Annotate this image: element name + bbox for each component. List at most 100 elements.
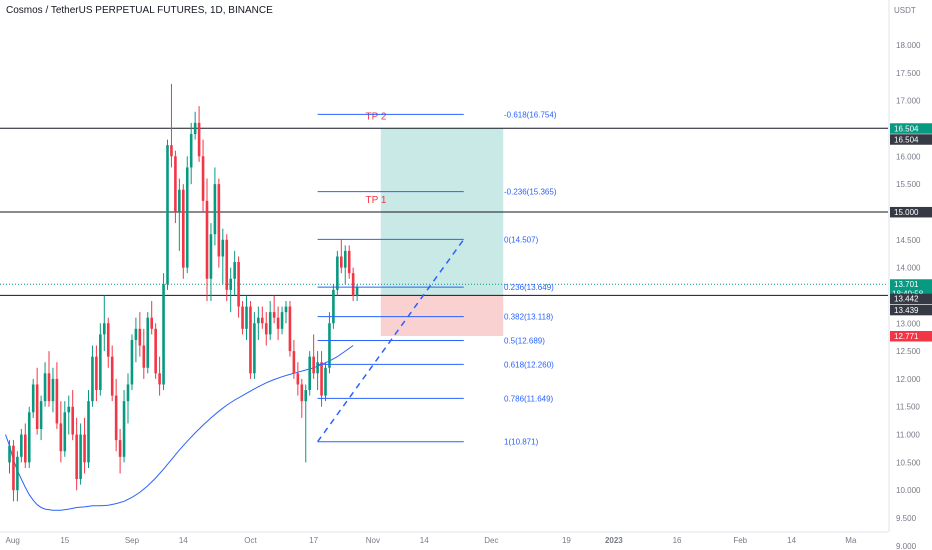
candle-body [170,145,173,157]
candle-body [146,317,150,368]
candle [351,267,355,301]
price-tick-label: 17.500 [896,69,921,78]
candle-body [20,434,23,457]
candle-body [16,456,19,491]
candle [162,273,165,391]
candle-body [189,134,193,168]
candle-body [130,339,134,385]
price-tag: 12.771 [890,330,932,342]
candle [130,334,134,391]
candle [106,317,110,368]
tp-label: TP 2 [366,111,387,122]
fib-level-label: -0.618(16.754) [504,110,557,119]
price-tag: 16.504 [890,134,932,145]
candle [20,428,23,463]
fib-level-label: 1(10.871) [504,438,539,447]
candle-body [27,412,31,463]
candle-body [261,317,264,324]
candle [197,106,201,162]
candle [158,356,161,396]
candle-body [39,401,43,429]
candle [87,390,90,468]
fib-level-label: 0.382(13.118) [504,313,554,322]
price-tick-label: 16.000 [896,152,921,161]
time-tick-label: Sep [125,536,140,545]
candle-body [71,406,74,435]
price-tick-label: 18.000 [896,41,921,50]
candle-body [87,401,90,463]
plot-area: TP 2 TP 1 -0.618(16.754) -0.236(15.365) 0(14… [0,83,888,511]
candle [292,339,296,379]
candle-body [99,334,102,391]
candle [308,351,311,396]
tp-label: TP 1 [366,195,387,206]
candle-body [79,434,82,480]
candle [257,306,260,340]
candle-body [110,356,114,396]
candle [276,306,280,340]
candle-body [264,323,268,335]
candle [182,184,185,279]
candle-body [288,306,292,352]
candle [336,250,339,296]
candle-body [75,434,78,480]
candle-body [229,278,232,290]
candle-body [347,250,351,274]
time-tick-label: 17 [309,536,318,545]
candle-body [24,434,27,463]
price-tag: 16.504 [890,123,932,134]
candle [47,351,51,407]
moving-average-line [5,345,354,511]
candle [55,362,59,429]
price-tag-bg [890,134,932,145]
candle [178,178,181,251]
candle-body [201,156,205,201]
price-tick-label: 14.000 [896,264,921,273]
candle-body [51,378,55,402]
candle [320,351,323,407]
candle-body [241,306,244,329]
candle-body [245,306,248,329]
price-tick-label: 13.000 [896,319,921,328]
time-tick-label: 15 [60,536,69,545]
candle [27,406,31,468]
candle [272,295,276,324]
candle-body [142,345,146,368]
candle-body [174,156,177,212]
price-tag-bg [890,304,932,316]
fib-level-label: 0.618(12.260) [504,360,554,369]
candle-body [63,412,67,452]
price-tick-label: 14.500 [896,236,921,245]
candle [91,345,94,407]
candle-body [154,328,157,374]
candle [51,367,55,413]
candle-body [162,284,165,385]
price-tick-label: 9.000 [896,542,917,550]
candle [205,178,209,301]
price-tag-label: 13.439 [894,306,919,315]
candle-body [304,390,308,402]
candle [118,428,122,474]
time-tick-label: Ma [845,536,857,545]
price-tag-label: 12.771 [894,332,919,341]
candle [31,378,35,418]
candle-body [12,445,15,491]
candle [79,423,82,485]
candle-body [205,200,209,279]
price-tag-label: 13.442 [894,295,919,304]
price-tag-label: 15.000 [894,208,919,217]
candle-body [340,256,343,268]
price-tick-label: 12.000 [896,375,921,384]
candle-body [268,312,272,335]
candle [122,390,126,463]
price-tag-label: 16.504 [894,135,919,144]
candle-body [320,362,323,396]
price-axis-unit: USDT [894,6,916,15]
candle-body [67,406,71,413]
price-tick-label: 17.000 [896,97,921,106]
candle [343,245,347,285]
candle [75,417,78,491]
candle-body [55,378,59,424]
candle [154,323,157,379]
